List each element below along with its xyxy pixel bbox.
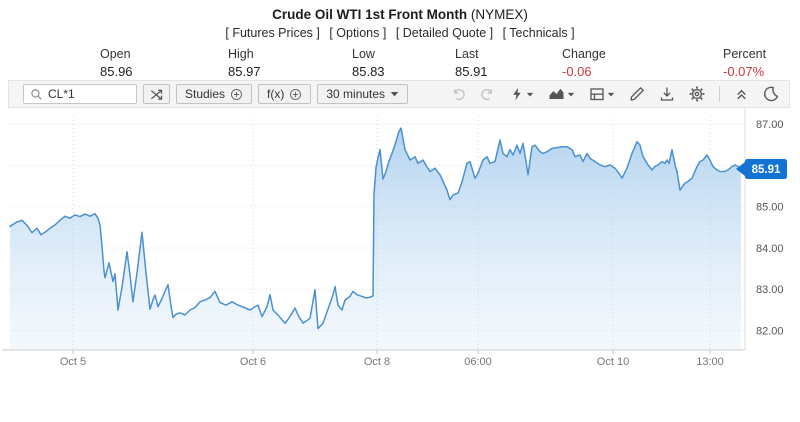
stat-open-value: 85.96 xyxy=(100,64,133,79)
stat-percent-value: -0.07% xyxy=(723,64,765,79)
toolbar-icon-group xyxy=(436,86,779,102)
plus-circle-icon xyxy=(290,88,302,100)
undo-icon xyxy=(454,89,465,101)
quote-nav-links: [ Futures Prices ] [ Options ] [ Detaile… xyxy=(0,26,800,40)
link-technicals[interactable]: [ Technicals ] xyxy=(502,26,575,40)
toolbar-divider xyxy=(719,86,720,102)
dark-mode-button[interactable] xyxy=(763,86,779,102)
layout-grid-icon xyxy=(590,88,604,101)
stat-high: High 85.97 xyxy=(228,47,261,79)
functions-button[interactable]: f(x) xyxy=(258,84,312,104)
svg-text:Oct 5: Oct 5 xyxy=(60,356,86,368)
price-chart-canvas[interactable]: 87.00 85.00 84.00 83.00 82.00 Oct 5 Oct 6 Oct 8… xyxy=(0,108,800,388)
svg-text:85.91: 85.91 xyxy=(752,164,781,176)
price-line-series xyxy=(9,127,742,330)
stat-change: Change -0.06 xyxy=(562,47,606,79)
svg-text:13:00: 13:00 xyxy=(696,356,724,368)
draw-button[interactable] xyxy=(629,86,645,102)
collapse-panel-icon xyxy=(737,89,746,99)
chart-toolbar: Studies f(x) 30 minutes xyxy=(8,80,790,108)
symbol-input[interactable] xyxy=(48,87,130,101)
price-area-fill xyxy=(10,128,741,350)
link-detailed-quote[interactable]: [ Detailed Quote ] xyxy=(395,26,494,40)
stat-open: Open 85.96 xyxy=(100,47,133,79)
settings-button[interactable] xyxy=(689,86,705,102)
chart-type-area-icon xyxy=(549,88,564,99)
collapse-panel-button[interactable] xyxy=(734,87,749,102)
symbol-search-box[interactable] xyxy=(23,84,137,104)
page-title: Crude Oil WTI 1st Front Month (NYMEX) xyxy=(0,7,800,22)
functions-button-label: f(x) xyxy=(267,87,285,101)
stat-percent: Percent -0.07% xyxy=(723,47,766,79)
price-axis-labels: 87.00 85.00 84.00 83.00 82.00 xyxy=(756,119,784,338)
svg-text:06:00: 06:00 xyxy=(464,356,492,368)
stat-change-value: -0.06 xyxy=(562,64,592,79)
svg-text:87.00: 87.00 xyxy=(756,119,784,131)
studies-button[interactable]: Studies xyxy=(176,84,253,104)
time-axis-labels: Oct 5 Oct 6 Oct 8 06:00 Oct 10 13:00 xyxy=(60,356,724,368)
svg-text:83.00: 83.00 xyxy=(756,284,784,296)
stat-change-label: Change xyxy=(562,47,606,61)
download-button[interactable] xyxy=(659,86,675,102)
last-price-badge: 85.91 xyxy=(736,159,787,180)
stat-last-value: 85.91 xyxy=(455,64,488,79)
quote-header: Crude Oil WTI 1st Front Month (NYMEX) [ … xyxy=(0,0,800,40)
stat-low: Low 85.83 xyxy=(352,47,385,79)
svg-text:Oct 8: Oct 8 xyxy=(364,356,390,368)
stat-high-value: 85.97 xyxy=(228,64,261,79)
compare-icon xyxy=(150,89,163,100)
svg-text:82.00: 82.00 xyxy=(756,326,784,338)
link-options[interactable]: [ Options ] xyxy=(329,26,387,40)
stat-last-label: Last xyxy=(455,47,479,61)
caret-down-icon xyxy=(526,92,534,96)
stat-low-value: 85.83 xyxy=(352,64,385,79)
stat-last: Last 85.91 xyxy=(455,47,488,79)
link-futures-prices[interactable]: [ Futures Prices ] xyxy=(225,26,320,40)
redo-icon xyxy=(481,89,492,101)
caret-down-icon xyxy=(390,92,399,97)
stat-open-label: Open xyxy=(100,47,131,61)
interval-dropdown[interactable]: 30 minutes xyxy=(317,84,409,104)
svg-text:85.00: 85.00 xyxy=(756,201,784,213)
stat-high-label: High xyxy=(228,47,254,61)
chart-type-dropdown[interactable] xyxy=(548,86,575,102)
price-chart-svg[interactable]: 87.00 85.00 84.00 83.00 82.00 Oct 5 Oct 6 Oct 8… xyxy=(0,108,800,388)
studies-button-label: Studies xyxy=(185,87,226,101)
dark-mode-moon-icon xyxy=(763,86,779,102)
quote-stats-row: Open 85.96 High 85.97 Low 85.83 Last 85.… xyxy=(0,47,800,83)
stat-percent-label: Percent xyxy=(723,47,767,61)
search-icon xyxy=(30,88,43,101)
exchange-name: (NYMEX) xyxy=(467,7,528,22)
svg-text:Oct 10: Oct 10 xyxy=(597,356,629,368)
compare-button[interactable] xyxy=(143,84,170,104)
svg-text:84.00: 84.00 xyxy=(756,243,784,255)
layout-dropdown[interactable] xyxy=(589,86,615,102)
caret-down-icon xyxy=(567,92,575,96)
stat-low-label: Low xyxy=(352,47,375,61)
events-lightning-icon xyxy=(513,87,521,101)
draw-pencil-icon xyxy=(630,87,644,101)
interval-dropdown-label: 30 minutes xyxy=(326,87,386,101)
undo-button[interactable] xyxy=(450,86,466,102)
caret-down-icon xyxy=(607,92,615,96)
redo-button[interactable] xyxy=(480,86,496,102)
events-dropdown[interactable] xyxy=(510,86,534,102)
svg-text:Oct 6: Oct 6 xyxy=(240,356,266,368)
instrument-name: Crude Oil WTI 1st Front Month xyxy=(272,7,468,22)
download-icon xyxy=(660,87,674,101)
gear-icon xyxy=(689,86,705,102)
plus-circle-icon xyxy=(231,88,243,100)
